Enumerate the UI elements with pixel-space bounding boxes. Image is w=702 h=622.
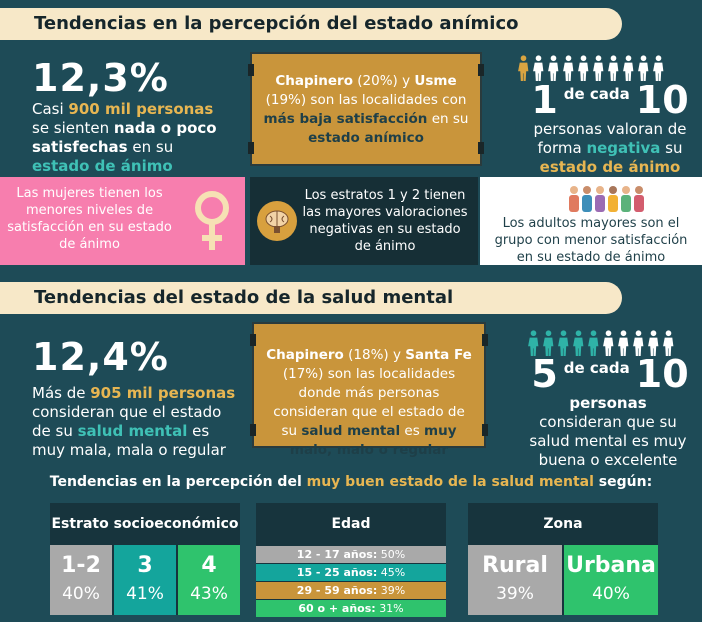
text: 5 <box>531 352 558 396</box>
value: 40% <box>592 584 630 604</box>
row: 60 o + años: 31% <box>256 600 446 617</box>
label: Urbana <box>566 553 656 578</box>
row: 15 - 25 años: 45% <box>256 564 446 581</box>
stat-text: Casi 900 mil personas se sienten nada o … <box>32 100 232 176</box>
text: es muy mala, mala o regular <box>32 422 226 459</box>
text: Tendencias en la percepción del <box>49 474 307 490</box>
female-icon <box>195 191 229 250</box>
strata-box: Los estratos 1 y 2 tienen las mayores va… <box>250 177 478 265</box>
ratio: 5 de cada 10 <box>500 352 702 396</box>
label: 12 - 17 años: <box>296 548 378 561</box>
text: Chapinero <box>275 73 353 89</box>
localities-box: Chapinero (18%) y Santa Fe (17%) son las… <box>250 322 488 458</box>
text: (17%) son las localidades donde más pers… <box>273 366 465 439</box>
label: Rural <box>482 553 548 578</box>
value: 31% <box>379 602 404 615</box>
value: 45% <box>380 566 406 579</box>
text: su <box>660 139 683 157</box>
text: en su <box>127 138 174 156</box>
text: muy buen estado de la salud mental <box>306 474 594 490</box>
text: consideran que su salud mental es muy bu… <box>529 413 687 469</box>
zone-table: Zona Rural 39% Urbana 40% <box>468 503 658 615</box>
label: 60 o + años: <box>298 602 376 615</box>
text: estado anímico <box>308 130 424 146</box>
age-table: Edad 12 - 17 años: 50% 15 - 25 años: 45%… <box>256 503 446 617</box>
row: 29 - 59 años: 39% <box>256 582 446 599</box>
cell: 1-2 40% <box>50 545 112 615</box>
cell: Urbana 40% <box>564 545 658 615</box>
text: 1 <box>531 78 558 122</box>
text: Los adultos mayores son el grupo con men… <box>494 216 688 265</box>
value: 50% <box>380 548 406 561</box>
text: consideran que el estado de su <box>32 403 222 440</box>
text: Casi <box>32 100 69 118</box>
label: 29 - 59 años: <box>296 584 378 597</box>
text: es <box>400 423 425 439</box>
text: Las mujeres tienen los menores niveles d… <box>7 186 172 252</box>
section-title: Tendencias en la percepción del estado a… <box>0 8 622 40</box>
text: 900 mil personas <box>68 100 214 118</box>
text: más baja satisfacción <box>263 111 428 127</box>
value: 40% <box>62 584 100 604</box>
text: Santa Fe <box>405 347 472 363</box>
text: de cada <box>563 359 630 377</box>
label: 15 - 25 años: <box>296 566 378 579</box>
text: Más de <box>32 384 91 402</box>
strata-table: Estrato socioeconómico 1-2 40% 3 41% 4 43% <box>50 503 240 615</box>
value: 39% <box>496 584 534 604</box>
ratio-text: personas valoran de forma negativa su es… <box>525 120 695 177</box>
text: salud mental <box>77 422 188 440</box>
label: 4 <box>201 553 217 578</box>
stat: 12,3% <box>32 56 169 100</box>
row: 12 - 17 años: 50% <box>256 546 446 563</box>
text: se sienten <box>32 119 114 137</box>
text: según: <box>593 474 653 490</box>
label: 3 <box>137 553 153 578</box>
table-header: Zona <box>543 516 583 532</box>
ratio: 1 de cada 10 <box>500 78 702 122</box>
cell: 3 41% <box>114 545 176 615</box>
text: 10 <box>635 352 689 396</box>
cell: Rural 39% <box>468 545 562 615</box>
stat: 12,4% <box>32 335 169 379</box>
value: 43% <box>190 584 228 604</box>
text: en su <box>427 111 469 127</box>
value: 41% <box>126 584 164 604</box>
localities-box: Chapinero (20%) y Usme (19%) son las loc… <box>248 52 484 166</box>
text: (20%) y <box>352 73 415 89</box>
text: (19%) son las localidades con <box>265 92 467 108</box>
text: personas <box>569 394 647 412</box>
text: muy malo, malo o regular <box>289 423 457 458</box>
text: estado de ánimo <box>539 158 681 176</box>
label: 1-2 <box>61 553 101 578</box>
text: Los estratos 1 y 2 tienen las mayores va… <box>302 188 468 254</box>
value: 39% <box>380 584 406 597</box>
text: Chapinero <box>266 347 344 363</box>
stat-text: Más de 905 mil personas consideran que e… <box>32 384 242 460</box>
text: 905 mil personas <box>90 384 236 402</box>
text: estado de ánimo <box>32 157 173 175</box>
breakdown-title: Tendencias en la percepción del muy buen… <box>0 474 702 490</box>
elders-box: Los adultos mayores son el grupo con men… <box>480 177 702 265</box>
text: Usme <box>414 73 457 89</box>
text: negativa <box>586 139 661 157</box>
brain-icon <box>257 201 297 241</box>
text: salud mental <box>301 423 401 439</box>
text: (18%) y <box>343 347 406 363</box>
ratio-text: personas consideran que su salud mental … <box>528 394 688 470</box>
text: nada o poco satisfechas <box>32 119 217 156</box>
text: personas valoran de forma <box>533 120 687 157</box>
table-header: Edad <box>331 516 371 532</box>
cell: 4 43% <box>178 545 240 615</box>
section-title: Tendencias del estado de la salud mental <box>0 282 622 314</box>
table-header: Estrato socioeconómico <box>51 516 239 532</box>
text: de cada <box>563 85 630 103</box>
elders-icon <box>569 186 644 212</box>
text: 10 <box>635 78 689 122</box>
